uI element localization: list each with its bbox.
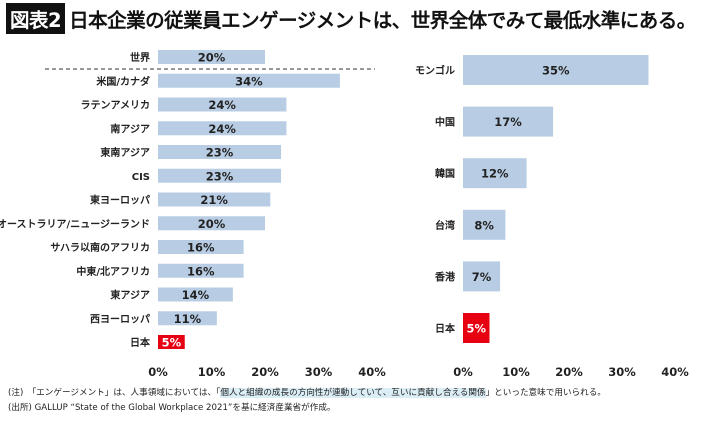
bar bbox=[463, 209, 506, 240]
bar bbox=[463, 106, 554, 137]
bar bbox=[158, 335, 185, 349]
data-label: 23% bbox=[206, 146, 234, 160]
data-label: 35% bbox=[542, 64, 570, 78]
category-label: ラテンアメリカ bbox=[81, 100, 151, 112]
data-label: 24% bbox=[208, 98, 236, 112]
category-label: 日本 bbox=[435, 322, 456, 335]
figure-title: 図表2 日本企業の従業員エンゲージメントは、世界全体でみて最低水準にある。 bbox=[6, 2, 696, 34]
bar bbox=[158, 168, 282, 183]
category-label: 東南アジア bbox=[100, 146, 150, 159]
category-label: 中国 bbox=[435, 116, 455, 129]
data-label: 11% bbox=[174, 312, 202, 326]
note: (注) 「エンゲージメント」は、人事領域においては、「個人と組織の成長の方向性が… bbox=[8, 388, 606, 398]
bar bbox=[158, 263, 244, 278]
data-label: 5% bbox=[162, 336, 182, 350]
source: (出所) GALLUP “State of the Global Workpla… bbox=[8, 403, 336, 413]
bar bbox=[158, 50, 265, 64]
category-label: モンゴル bbox=[415, 64, 455, 77]
category-label: 西ヨーロッパ bbox=[90, 313, 150, 325]
data-label: 20% bbox=[198, 217, 226, 231]
data-label: 7% bbox=[472, 270, 492, 284]
bar bbox=[158, 121, 287, 136]
title-text: 日本企業の従業員エンゲージメントは、世界全体でみて最低水準にある。 bbox=[69, 8, 696, 32]
data-label: 34% bbox=[235, 74, 263, 88]
bar bbox=[158, 73, 340, 88]
data-label: 24% bbox=[208, 122, 236, 136]
x-tick-label: 40% bbox=[358, 365, 386, 379]
footnotes: (注) 「エンゲージメント」は、人事領域においては、「個人と組織の成長の方向性が… bbox=[8, 386, 606, 416]
x-tick-label: 0% bbox=[148, 365, 168, 379]
category-label: 香港 bbox=[435, 270, 456, 283]
data-label: 16% bbox=[187, 264, 215, 278]
data-label: 16% bbox=[187, 241, 215, 255]
data-label: 21% bbox=[200, 193, 228, 207]
x-tick-label: 20% bbox=[251, 365, 279, 379]
x-tick-label: 0% bbox=[453, 365, 473, 379]
bar bbox=[463, 313, 490, 343]
category-label: 米国/カナダ bbox=[96, 75, 150, 88]
x-tick-label: 40% bbox=[661, 365, 689, 379]
data-label: 5% bbox=[466, 322, 486, 336]
x-tick-label: 30% bbox=[608, 365, 636, 379]
category-label: 韓国 bbox=[435, 167, 455, 180]
category-label: 南アジア bbox=[110, 122, 150, 135]
category-label: 日本 bbox=[130, 336, 151, 349]
bar bbox=[158, 145, 282, 159]
category-label: 東ヨーロッパ bbox=[90, 194, 150, 207]
figure-badge: 図表2 bbox=[6, 2, 66, 34]
bar bbox=[158, 311, 217, 326]
bar bbox=[158, 216, 265, 231]
data-label: 12% bbox=[481, 167, 509, 181]
category-label: サハラ以南のアフリカ bbox=[50, 241, 150, 254]
bar bbox=[158, 240, 244, 254]
bar bbox=[463, 261, 501, 292]
category-label: 東アジア bbox=[110, 289, 150, 302]
category-label: CIS bbox=[132, 172, 150, 183]
bar bbox=[158, 192, 271, 207]
category-label: 世界 bbox=[130, 51, 150, 64]
bar bbox=[463, 55, 649, 85]
x-tick-label: 10% bbox=[502, 365, 530, 379]
category-label: オーストラリア/ニュージーランド bbox=[0, 218, 150, 230]
note-highlight: 個人と組織の成長の方向性が連動していて、互いに貢献し合える関係 bbox=[220, 388, 486, 398]
category-label: 台湾 bbox=[435, 219, 455, 232]
bar bbox=[158, 287, 233, 302]
data-label: 8% bbox=[474, 218, 494, 232]
data-label: 17% bbox=[494, 115, 522, 129]
x-tick-label: 20% bbox=[555, 365, 583, 379]
x-tick-label: 30% bbox=[305, 365, 333, 379]
bar bbox=[158, 97, 287, 112]
data-label: 23% bbox=[206, 169, 234, 183]
bar bbox=[463, 158, 527, 189]
data-label: 14% bbox=[182, 288, 210, 302]
data-label: 20% bbox=[198, 51, 226, 65]
category-label: 中東/北アフリカ bbox=[76, 265, 150, 278]
x-tick-label: 10% bbox=[198, 365, 226, 379]
